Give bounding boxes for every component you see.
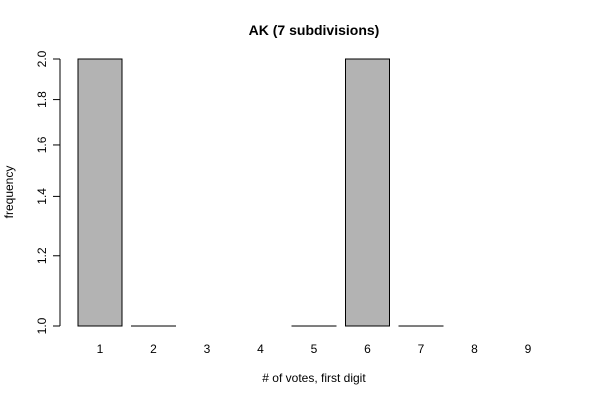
x-axis-label: # of votes, first digit (262, 371, 366, 385)
x-tick-label: 5 (311, 342, 318, 356)
x-tick-label: 3 (204, 342, 211, 356)
x-tick-label: 7 (418, 342, 425, 356)
bar-group (77, 58, 444, 327)
y-tick-label: 1.8 (35, 91, 49, 108)
bar-6 (345, 58, 390, 327)
y-tick-label: 1.0 (35, 317, 49, 334)
y-tick-label: 1.4 (35, 188, 49, 205)
x-tick-label: 1 (97, 342, 104, 356)
y-tick-label: 1.6 (35, 136, 49, 153)
y-axis: 1.0 1.2 1.4 1.6 1.8 2.0 (35, 50, 61, 334)
x-tick-labels: 1 2 3 4 5 6 7 8 9 (97, 342, 532, 356)
x-tick-label: 4 (257, 342, 264, 356)
y-axis-label: frequency (2, 166, 16, 219)
y-tick-label: 2.0 (35, 50, 49, 67)
x-tick-label: 9 (525, 342, 532, 356)
x-tick-label: 6 (364, 342, 371, 356)
chart-title: AK (7 subdivisions) (249, 22, 380, 38)
y-tick-label: 1.2 (35, 247, 49, 264)
x-tick-label: 2 (150, 342, 157, 356)
x-tick-label: 8 (471, 342, 478, 356)
bar-1 (77, 58, 123, 327)
